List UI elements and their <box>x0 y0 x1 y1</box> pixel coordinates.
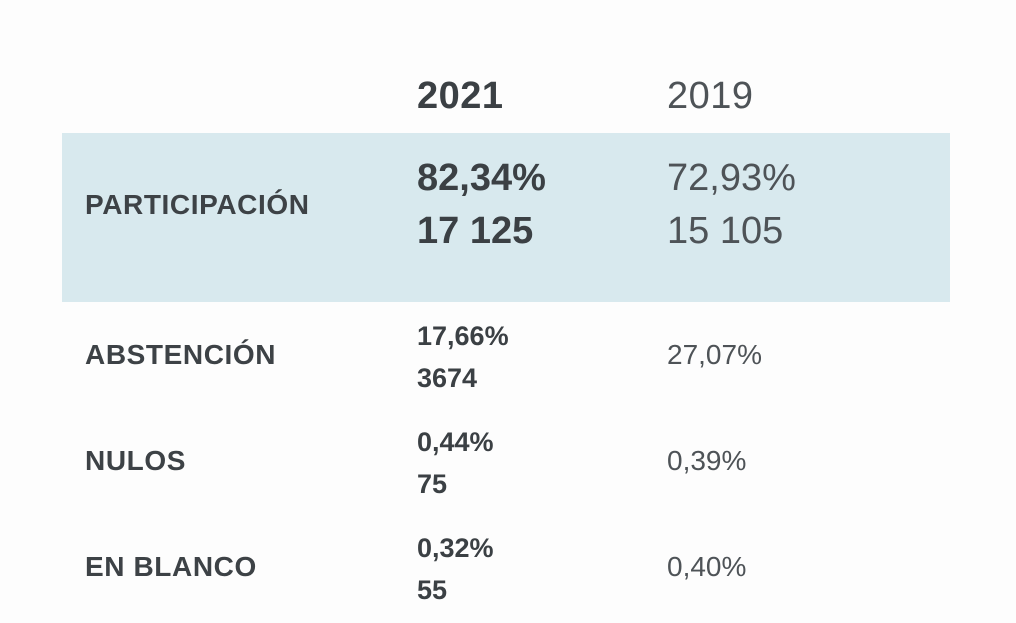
column-header-2019: 2019 <box>667 75 754 117</box>
nulos-2021-percent: 0,44% <box>417 427 494 457</box>
participacion-2019-cell: 72,93% 15 105 <box>667 152 950 283</box>
abstencion-2019-cell: 27,07% <box>667 339 950 371</box>
table-row-participacion: PARTICIPACIÓN 82,34% 17 125 72,93% 15 10… <box>62 133 950 302</box>
table-row-abstencion: ABSTENCIÓN 17,66% 3674 27,07% <box>62 302 950 408</box>
en-blanco-2019-cell: 0,40% <box>667 551 950 583</box>
row-label-abstencion: ABSTENCIÓN <box>85 339 277 370</box>
column-header-2021: 2021 <box>417 75 504 117</box>
en-blanco-2021-count: 55 <box>417 575 448 605</box>
en-blanco-2021-cell: 0,32% 55 <box>417 523 667 611</box>
en-blanco-2021-percent: 0,32% <box>417 533 494 563</box>
row-label-en-blanco: EN BLANCO <box>85 551 257 582</box>
abstencion-2021-percent: 17,66% <box>417 321 509 351</box>
row-label-nulos: NULOS <box>85 445 186 476</box>
row-label-participacion: PARTICIPACIÓN <box>85 189 310 220</box>
participacion-2021-cell: 82,34% 17 125 <box>417 152 667 283</box>
table-row-en-blanco: EN BLANCO 0,32% 55 0,40% <box>62 514 950 620</box>
nulos-2021-cell: 0,44% 75 <box>417 417 667 505</box>
abstencion-2021-cell: 17,66% 3674 <box>417 311 667 399</box>
participacion-2019-count: 15 105 <box>667 210 784 252</box>
abstencion-2019-percent: 27,07% <box>667 339 762 370</box>
nulos-2019-percent: 0,39% <box>667 445 747 476</box>
participacion-2021-percent: 82,34% <box>417 157 546 199</box>
nulos-2019-cell: 0,39% <box>667 445 950 477</box>
participacion-2021-count: 17 125 <box>417 210 534 252</box>
en-blanco-2019-percent: 0,40% <box>667 551 747 582</box>
table-header-row: 2021 2019 <box>62 60 950 133</box>
participacion-2019-percent: 72,93% <box>667 157 796 199</box>
election-results-table: 2021 2019 PARTICIPACIÓN 82,34% 17 125 72… <box>62 60 950 620</box>
nulos-2021-count: 75 <box>417 469 448 499</box>
table-row-nulos: NULOS 0,44% 75 0,39% <box>62 408 950 514</box>
abstencion-2021-count: 3674 <box>417 363 478 393</box>
